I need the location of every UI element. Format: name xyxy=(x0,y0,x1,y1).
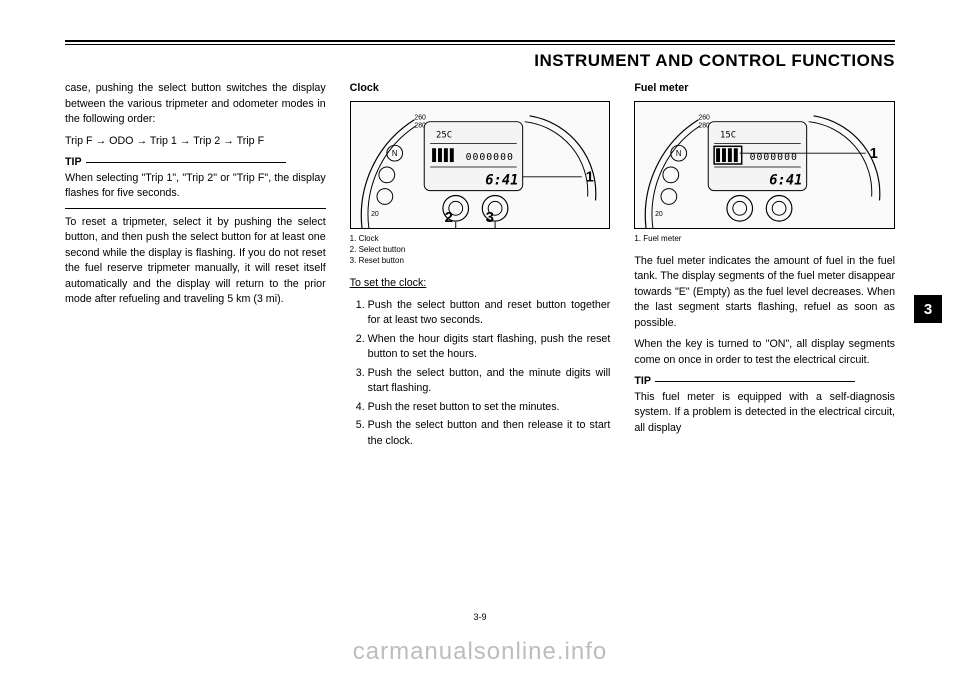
figure-heading-fuel: Fuel meter xyxy=(634,81,895,97)
step-item: Push the reset button to set the minutes… xyxy=(368,400,611,416)
figure-clock: 260 280 20 N 25C 0 xyxy=(350,101,611,229)
to-set-clock-heading: To set the clock: xyxy=(350,276,611,292)
rule-thin xyxy=(65,44,895,45)
figure-callout-3: 3 xyxy=(486,207,494,229)
svg-text:N: N xyxy=(676,149,682,158)
svg-text:1: 1 xyxy=(585,169,593,185)
svg-text:1: 1 xyxy=(870,146,878,162)
svg-text:260: 260 xyxy=(414,114,426,121)
tip-block: TIP xyxy=(634,374,895,390)
caption-line: 2. Select button xyxy=(350,244,611,255)
paragraph: The fuel meter indicates the amount of f… xyxy=(634,254,895,332)
tip-rule xyxy=(86,162,286,163)
svg-text:0000000: 0000000 xyxy=(750,152,798,163)
svg-text:15C: 15C xyxy=(720,130,736,140)
tip-rule xyxy=(655,381,855,382)
tip-label: TIP xyxy=(65,155,82,171)
caption-line: 3. Reset button xyxy=(350,255,611,266)
rule-thick xyxy=(65,40,895,42)
svg-text:20: 20 xyxy=(371,211,379,218)
paragraph: case, pushing the select button switches… xyxy=(65,81,326,128)
column-right: Fuel meter 260 280 20 N 15C xyxy=(634,81,895,452)
figure-fuel-meter: 260 280 20 N 15C 0000000 xyxy=(634,101,895,229)
tip-body: This fuel meter is equipped with a self-… xyxy=(634,390,895,437)
caption-line: 1. Clock xyxy=(350,233,611,244)
page-number: 3-9 xyxy=(0,612,960,622)
paragraph: To reset a tripmeter, select it by pushi… xyxy=(65,215,326,308)
figure-caption: 1. Fuel meter xyxy=(634,233,895,244)
figure-callout-2: 2 xyxy=(445,207,453,229)
figure-heading-clock: Clock xyxy=(350,81,611,97)
step-item: Push the select button and reset button … xyxy=(368,298,611,329)
gauge-illustration: 260 280 20 N 15C 0000000 xyxy=(635,102,894,228)
caption-line: 1. Fuel meter xyxy=(634,233,895,244)
column-middle: Clock 260 280 20 N xyxy=(350,81,611,452)
svg-text:N: N xyxy=(392,149,398,158)
tip-block: TIP xyxy=(65,155,326,171)
column-left: case, pushing the select button switches… xyxy=(65,81,326,452)
step-item: When the hour digits start flashing, pus… xyxy=(368,332,611,363)
step-item: Push the select button, and the minute d… xyxy=(368,366,611,397)
svg-text:6:41: 6:41 xyxy=(770,172,803,188)
chapter-tab: 3 xyxy=(914,295,942,323)
step-item: Push the select button and then release … xyxy=(368,418,611,449)
svg-text:25C: 25C xyxy=(436,130,452,140)
tip-close-rule xyxy=(65,208,326,209)
svg-text:260: 260 xyxy=(699,114,711,121)
svg-text:6:41: 6:41 xyxy=(485,172,518,188)
document-page: INSTRUMENT AND CONTROL FUNCTIONS case, p… xyxy=(0,0,960,678)
svg-text:0000000: 0000000 xyxy=(465,152,513,163)
paragraph: When the key is turned to "ON", all disp… xyxy=(634,337,895,368)
figure-caption: 1. Clock 2. Select button 3. Reset butto… xyxy=(350,233,611,267)
tip-body: When selecting "Trip 1", "Trip 2" or "Tr… xyxy=(65,171,326,202)
content-columns: case, pushing the select button switches… xyxy=(65,81,895,452)
tip-label: TIP xyxy=(634,374,651,390)
page-title: INSTRUMENT AND CONTROL FUNCTIONS xyxy=(65,51,895,71)
clock-steps: Push the select button and reset button … xyxy=(350,298,611,450)
gauge-illustration: 260 280 20 N 25C 0 xyxy=(351,102,610,228)
trip-sequence: Trip F → ODO → Trip 1 → Trip 2 → Trip F xyxy=(65,134,326,150)
svg-text:20: 20 xyxy=(655,211,663,218)
